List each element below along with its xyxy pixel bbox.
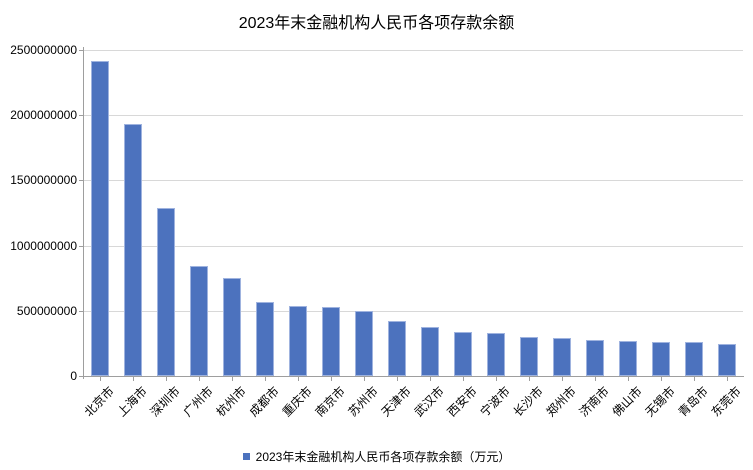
gridline xyxy=(83,310,743,312)
legend-marker-icon xyxy=(242,453,250,460)
x-axis-tick xyxy=(396,377,398,381)
x-axis-label: 东莞市 xyxy=(709,384,745,420)
x-axis-tick xyxy=(330,377,332,381)
x-axis-tick xyxy=(660,377,662,381)
bar xyxy=(189,265,208,376)
gridline xyxy=(83,245,743,247)
x-axis-tick xyxy=(693,377,695,381)
bar xyxy=(618,341,637,376)
x-axis-label: 北京市 xyxy=(82,384,118,420)
x-axis-label: 南京市 xyxy=(313,384,349,420)
x-axis-tick xyxy=(594,377,596,381)
bar xyxy=(387,320,406,376)
x-axis-label: 天津市 xyxy=(379,384,415,420)
x-axis-tick xyxy=(165,377,167,381)
gridline xyxy=(83,50,743,51)
x-axis-label: 苏州市 xyxy=(346,384,382,420)
bar xyxy=(156,208,175,376)
bar xyxy=(321,307,340,376)
x-axis-label: 广州市 xyxy=(181,384,217,420)
y-axis-tick xyxy=(79,376,83,377)
x-axis-label: 青岛市 xyxy=(676,384,712,420)
y-axis-tick xyxy=(79,180,83,182)
y-axis-tick xyxy=(79,115,83,117)
x-axis-label: 武汉市 xyxy=(412,384,448,420)
bar xyxy=(288,305,307,376)
y-axis-label: 2500000000 xyxy=(10,43,77,57)
x-axis-label: 宁波市 xyxy=(478,384,514,420)
bar xyxy=(123,124,142,376)
x-axis-tick xyxy=(627,377,629,381)
x-axis-tick xyxy=(726,377,728,381)
x-axis-label: 重庆市 xyxy=(280,384,316,420)
x-axis-label: 深圳市 xyxy=(148,384,184,420)
y-axis-label: 2000000000 xyxy=(10,108,77,123)
x-axis-label: 杭州市 xyxy=(214,384,250,420)
x-axis-label: 无锡市 xyxy=(643,384,679,420)
bar xyxy=(420,326,439,376)
bar xyxy=(651,341,670,376)
bar xyxy=(684,342,703,376)
x-axis-line xyxy=(83,376,744,377)
bar xyxy=(552,337,571,376)
y-axis-label: 500000000 xyxy=(16,303,77,318)
x-axis-tick xyxy=(297,377,299,381)
x-axis-label: 郑州市 xyxy=(544,384,580,420)
y-axis-label: 1000000000 xyxy=(10,238,77,253)
x-axis-label: 佛山市 xyxy=(610,384,646,420)
x-axis-tick xyxy=(528,377,530,381)
y-axis-tick xyxy=(79,245,83,247)
bar xyxy=(717,343,736,376)
legend: 2023年末金融机构人民币各项存款余额（万元） xyxy=(0,448,753,465)
x-axis-tick xyxy=(561,377,563,381)
legend-label: 2023年末金融机构人民币各项存款余额（万元） xyxy=(255,450,511,464)
y-axis-tick xyxy=(79,50,83,51)
x-axis-tick xyxy=(231,377,233,381)
x-axis-label: 成都市 xyxy=(247,384,283,420)
x-axis-tick xyxy=(363,377,365,381)
gridline xyxy=(83,180,743,182)
y-axis-label: 0 xyxy=(70,369,77,383)
bar xyxy=(354,311,373,376)
bar xyxy=(90,60,109,376)
bar xyxy=(222,278,241,376)
x-axis-label: 西安市 xyxy=(445,384,481,420)
bar xyxy=(585,340,604,376)
y-axis-line xyxy=(83,47,84,379)
chart-title: 2023年末金融机构人民币各项存款余额 xyxy=(238,15,515,32)
x-axis-tick xyxy=(462,377,464,381)
x-axis-tick xyxy=(99,377,101,381)
x-axis-label: 济南市 xyxy=(577,384,613,420)
x-axis-label: 长沙市 xyxy=(511,384,547,420)
bar xyxy=(453,332,472,376)
bar xyxy=(519,336,538,376)
x-axis-tick xyxy=(429,377,431,381)
x-axis-label: 上海市 xyxy=(115,384,151,420)
x-axis-tick xyxy=(132,377,134,381)
y-axis-label: 1500000000 xyxy=(10,173,77,188)
x-axis-tick xyxy=(198,377,200,381)
bar xyxy=(255,302,274,376)
gridline xyxy=(83,115,743,117)
x-axis-tick xyxy=(264,377,266,381)
x-axis-tick xyxy=(495,377,497,381)
bar xyxy=(486,332,505,376)
y-axis-tick xyxy=(79,310,83,312)
